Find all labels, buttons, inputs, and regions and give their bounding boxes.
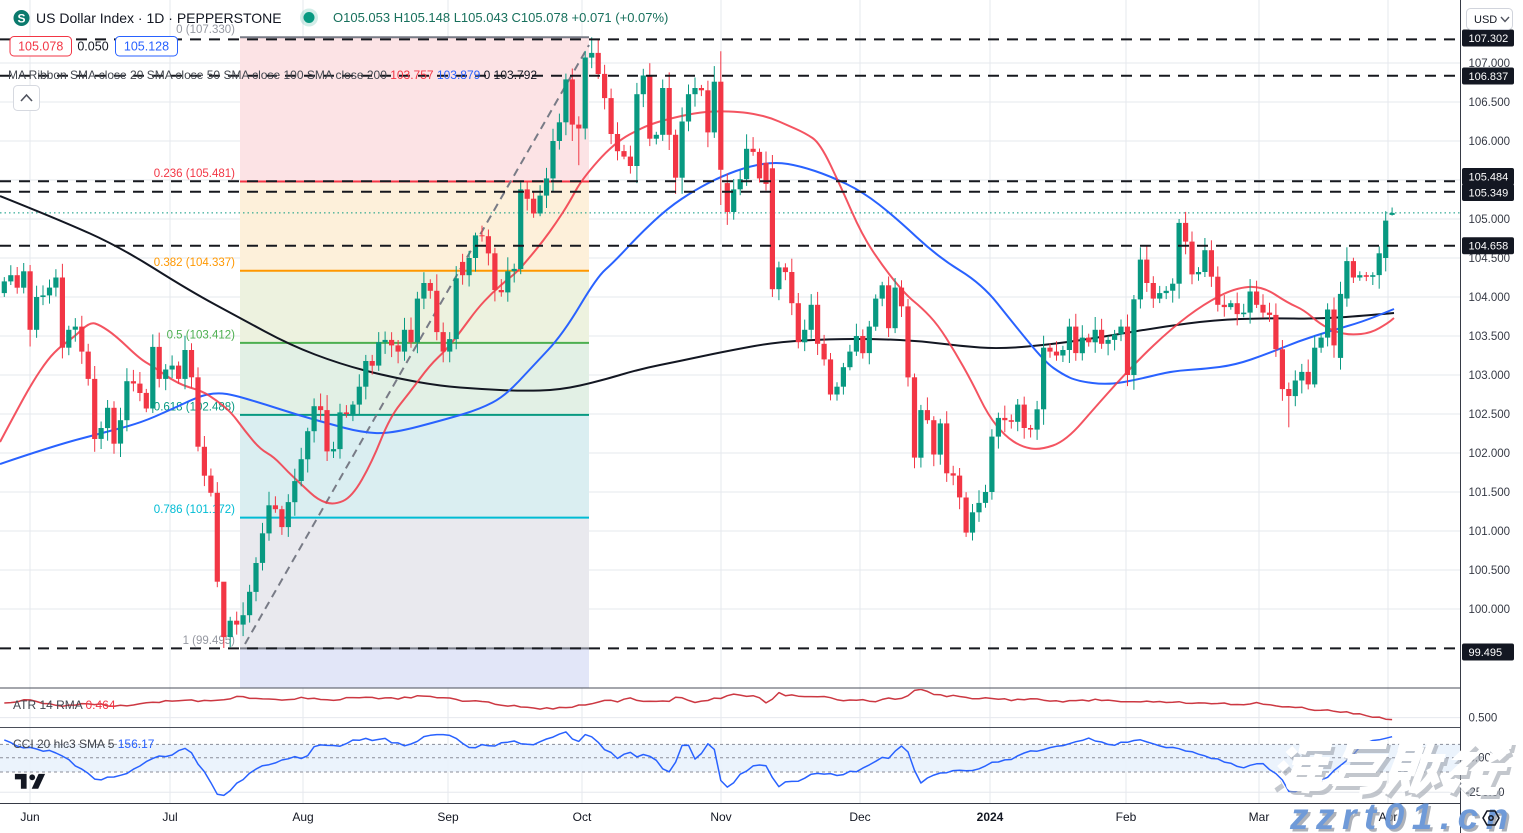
- svg-text:zzrt01.cn: zzrt01.cn: [1292, 799, 1519, 833]
- svg-text:107.302: 107.302: [1469, 33, 1509, 45]
- svg-text:Jun: Jun: [20, 810, 39, 824]
- svg-text:S: S: [17, 12, 25, 26]
- svg-text:zzrt01.cn: zzrt01.cn: [1289, 796, 1516, 833]
- svg-text:105.349: 105.349: [1469, 188, 1509, 200]
- svg-text:2024: 2024: [977, 810, 1004, 824]
- svg-text:1 (99.495): 1 (99.495): [183, 635, 236, 647]
- svg-text:0.382 (104.337): 0.382 (104.337): [154, 257, 235, 269]
- svg-text:US Dollar Index · 1D · PEPPERS: US Dollar Index · 1D · PEPPERSTONE: [36, 10, 282, 26]
- svg-text:CCI 20 hlc3 SMA 5 156.17: CCI 20 hlc3 SMA 5 156.17: [13, 737, 155, 751]
- svg-text:106.837: 106.837: [1469, 71, 1509, 83]
- svg-text:105.484: 105.484: [1469, 172, 1509, 184]
- svg-text:107.000: 107.000: [1469, 58, 1511, 70]
- svg-text:105.078: 105.078: [18, 40, 63, 54]
- svg-text:Apr: Apr: [1379, 810, 1398, 824]
- svg-text:MA Ribbon SMA close 20 SMA clo: MA Ribbon SMA close 20 SMA close 50 SMA …: [8, 68, 537, 82]
- svg-text:0.050: 0.050: [77, 40, 108, 54]
- svg-text:100.000: 100.000: [1469, 604, 1511, 616]
- svg-text:106.500: 106.500: [1469, 97, 1511, 109]
- svg-text:Feb: Feb: [1116, 810, 1137, 824]
- svg-text:USD: USD: [1474, 14, 1497, 26]
- svg-text:105.128: 105.128: [124, 40, 169, 54]
- svg-text:Nov: Nov: [710, 810, 731, 824]
- svg-text:O105.053 H105.148 L105.043 C10: O105.053 H105.148 L105.043 C105.078 +0.0…: [333, 10, 668, 25]
- svg-text:0.5 (103.412): 0.5 (103.412): [167, 329, 236, 341]
- svg-text:102.000: 102.000: [1469, 448, 1511, 460]
- svg-text:0.500: 0.500: [1469, 713, 1498, 725]
- svg-text:103.500: 103.500: [1469, 331, 1511, 343]
- svg-text:103.000: 103.000: [1469, 370, 1511, 382]
- svg-text:101.500: 101.500: [1469, 487, 1511, 499]
- svg-text:99.495: 99.495: [1469, 647, 1503, 659]
- svg-text:Sep: Sep: [437, 810, 459, 824]
- svg-text:Aug: Aug: [292, 810, 313, 824]
- svg-text:0.236 (105.481): 0.236 (105.481): [154, 168, 235, 180]
- svg-text:Dec: Dec: [849, 810, 870, 824]
- svg-text:0.618 (102.488): 0.618 (102.488): [154, 401, 235, 413]
- svg-text:104.658: 104.658: [1469, 241, 1509, 253]
- svg-text:104.000: 104.000: [1469, 292, 1511, 304]
- svg-text:102.500: 102.500: [1469, 409, 1511, 421]
- svg-text:101.000: 101.000: [1469, 526, 1511, 538]
- svg-text:0.786 (101.172): 0.786 (101.172): [154, 504, 235, 516]
- svg-text:0 (107.330): 0 (107.330): [176, 24, 235, 36]
- svg-text:Oct: Oct: [573, 810, 592, 824]
- svg-text:100.500: 100.500: [1469, 565, 1511, 577]
- svg-text:ATR 14 RMA 0.464: ATR 14 RMA 0.464: [13, 698, 116, 712]
- svg-text:105.000: 105.000: [1469, 214, 1511, 226]
- svg-text:104.500: 104.500: [1469, 253, 1511, 265]
- svg-text:106.000: 106.000: [1469, 136, 1511, 148]
- svg-text:Jul: Jul: [162, 810, 177, 824]
- svg-text:Mar: Mar: [1249, 810, 1270, 824]
